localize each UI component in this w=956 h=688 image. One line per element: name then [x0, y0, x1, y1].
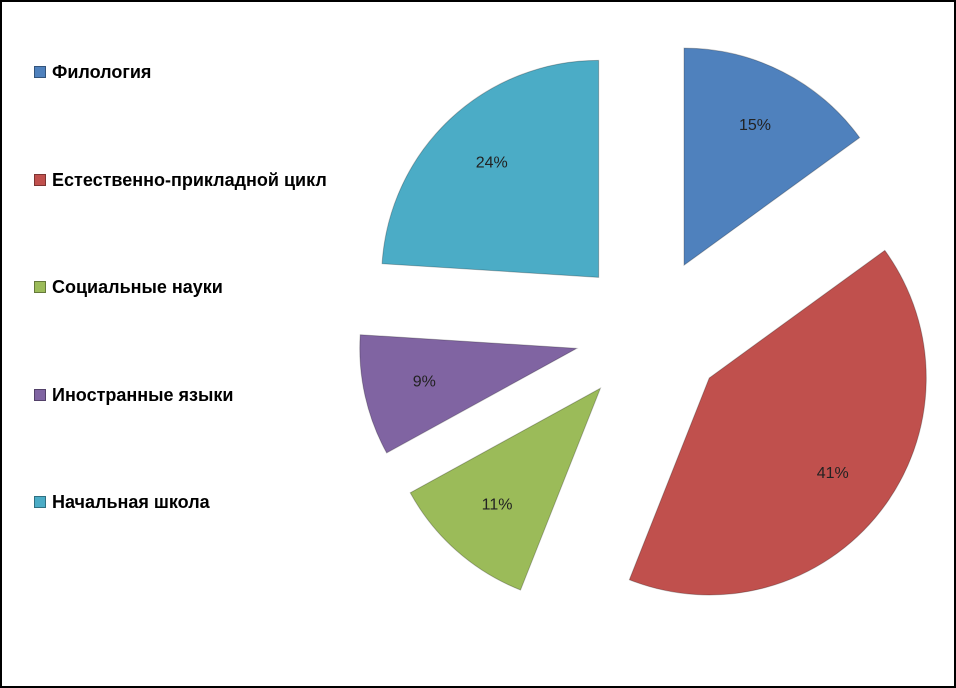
pie-slice	[628, 249, 927, 596]
legend-swatch	[34, 389, 46, 401]
legend-item: Естественно-прикладной цикл	[34, 168, 334, 193]
data-label: 24%	[476, 155, 508, 172]
pie-slice	[409, 387, 602, 591]
legend-label: Начальная школа	[52, 492, 210, 512]
legend-label: Филология	[52, 62, 152, 82]
pie-slice	[683, 47, 861, 267]
pie-slice	[359, 334, 579, 454]
legend-item: Начальная школа	[34, 490, 334, 515]
legend-swatch	[34, 174, 46, 186]
legend-swatch	[34, 66, 46, 78]
legend-swatch	[34, 496, 46, 508]
data-label: 41%	[817, 465, 849, 482]
legend-label: Естественно-прикладной цикл	[52, 170, 327, 190]
legend-swatch	[34, 281, 46, 293]
legend-label: Социальные науки	[52, 277, 223, 297]
pie-slice	[381, 59, 600, 278]
legend-label: Иностранные языки	[52, 385, 234, 405]
data-label: 9%	[413, 374, 436, 391]
data-label: 15%	[739, 117, 771, 134]
legend-item: Социальные науки	[34, 275, 334, 300]
legend-item: Филология	[34, 60, 334, 85]
legend-item: Иностранные языки	[34, 383, 334, 408]
data-label: 11%	[482, 497, 513, 514]
